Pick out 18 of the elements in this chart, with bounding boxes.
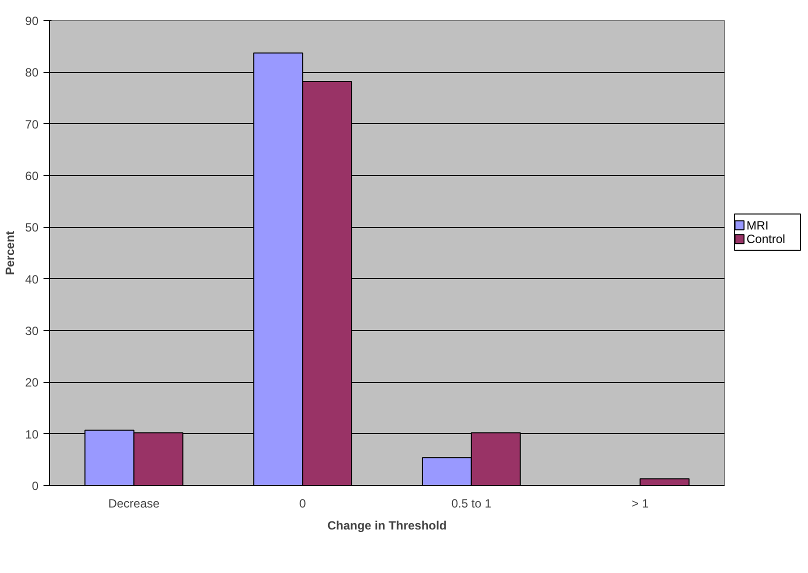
x-axis-title: Change in Threshold [327, 518, 447, 532]
x-tick-label: 0 [299, 496, 306, 510]
y-axis-title: Percent [3, 230, 18, 276]
y-tick-label: 0 [32, 479, 39, 493]
y-tick-label: 40 [25, 272, 39, 286]
y-tick-label: 30 [25, 324, 39, 338]
x-tick-label: > 1 [632, 496, 649, 510]
y-tick-label: 20 [25, 376, 39, 390]
y-tick-label: 60 [25, 169, 39, 183]
y-tick-label: 80 [25, 66, 39, 80]
y-tick-label: 70 [25, 117, 39, 132]
y-tick-label: 10 [25, 427, 39, 442]
y-tick-label: 50 [25, 220, 39, 235]
x-tick-label: 0.5 to 1 [451, 496, 492, 510]
legend-label: MRI [746, 218, 768, 232]
y-tick-label: 90 [25, 14, 39, 28]
legend-label: Control [746, 232, 786, 246]
x-tick-label: Decrease [108, 496, 160, 510]
